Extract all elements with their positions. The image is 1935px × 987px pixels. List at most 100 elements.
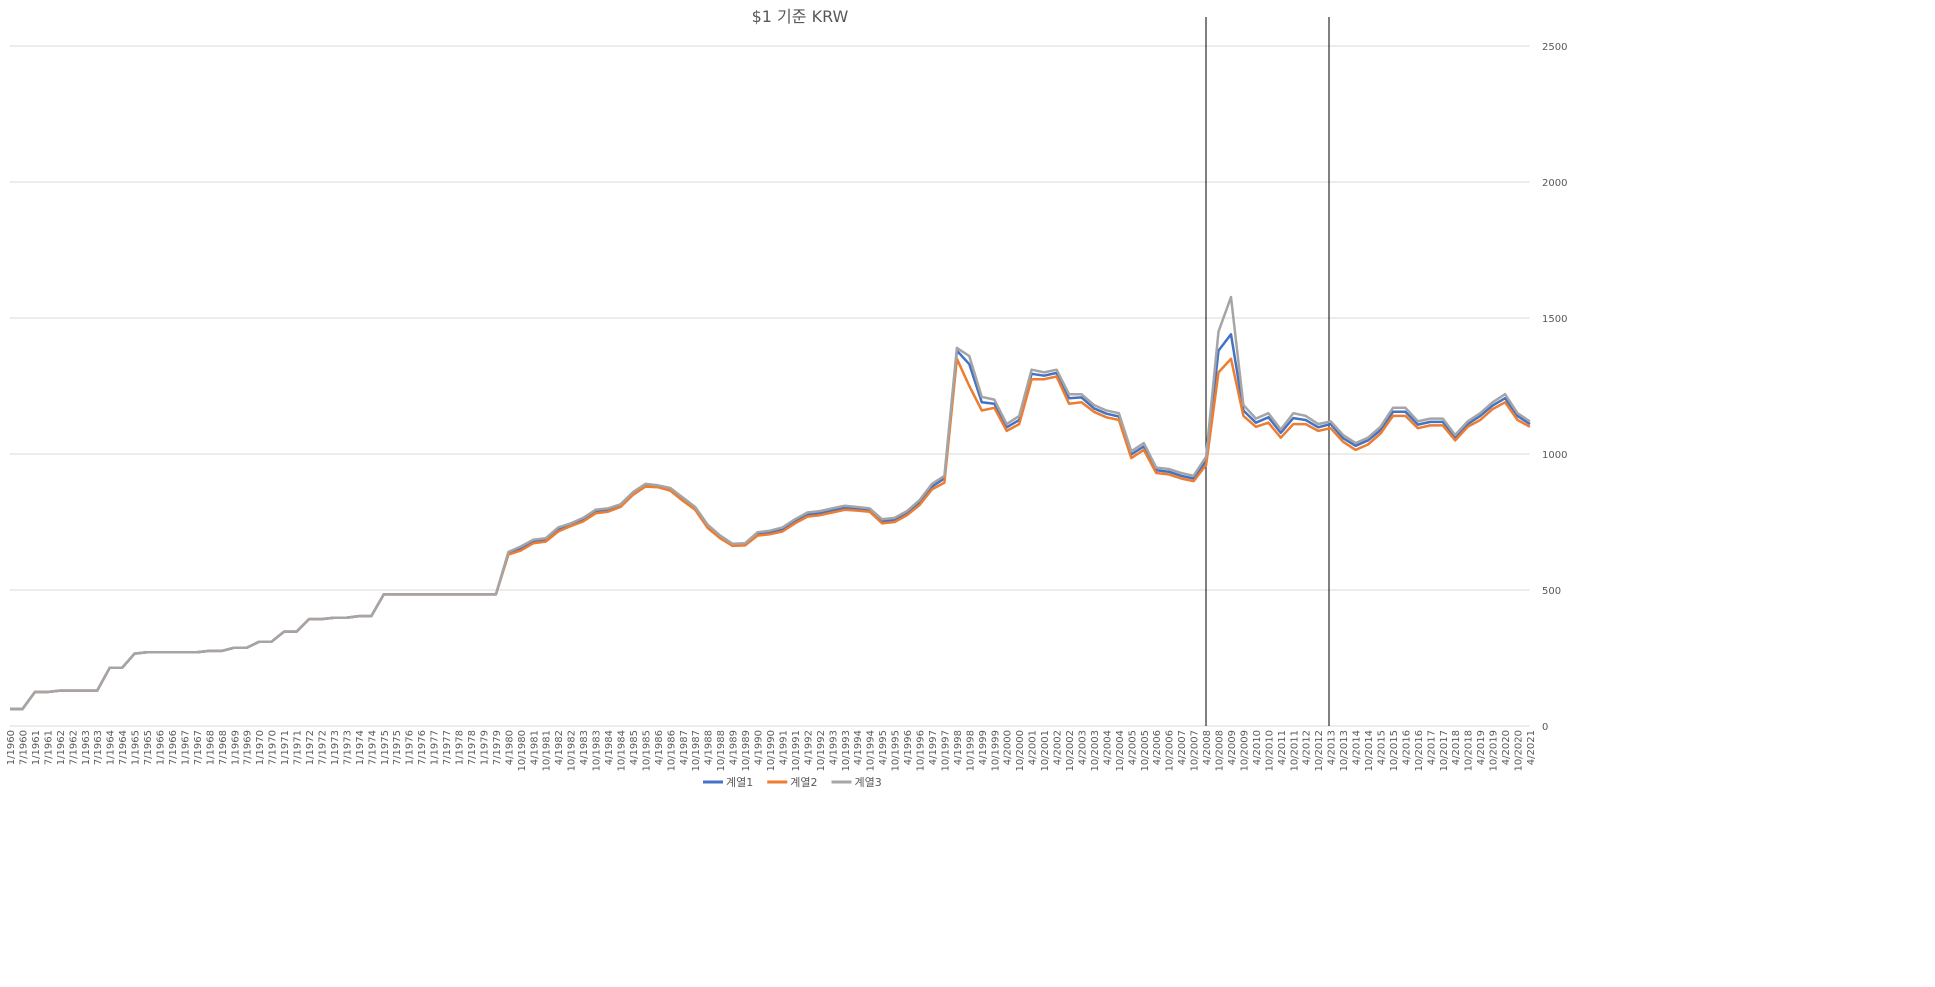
x-tick-label: 4/1989: [729, 730, 740, 765]
legend-label: 계열1: [726, 776, 753, 789]
x-tick-label: 4/2020: [1501, 730, 1512, 765]
x-tick-label: 4/1987: [679, 730, 690, 765]
x-tick-label: 1/1968: [205, 730, 216, 765]
x-tick-label: 7/1979: [492, 730, 503, 765]
x-tick-label: 4/2001: [1028, 730, 1039, 765]
x-tick-label: 10/2005: [1140, 730, 1151, 772]
x-tick-label: 10/1996: [916, 730, 927, 772]
x-tick-label: 1/1966: [156, 730, 167, 765]
x-tick-label: 4/1980: [504, 730, 515, 765]
x-tick-label: 4/2014: [1352, 730, 1363, 765]
x-tick-label: 1/1963: [81, 730, 92, 765]
x-tick-label: 10/2006: [1165, 730, 1176, 772]
x-tick-label: 4/2003: [1077, 730, 1088, 765]
series-line: [10, 357, 1531, 711]
x-tick-label: 4/1988: [704, 730, 715, 765]
x-tick-label: 1/1978: [455, 730, 466, 765]
x-tick-label: 10/2012: [1314, 730, 1325, 772]
x-tick-label: 10/1991: [791, 730, 802, 772]
x-tick-label: 10/2010: [1264, 730, 1275, 772]
x-tick-label: 4/2000: [1003, 730, 1014, 765]
x-tick-label: 10/1994: [866, 730, 877, 772]
x-tick-label: 4/1986: [654, 730, 665, 765]
x-tick-label: 4/2019: [1476, 730, 1487, 765]
x-tick-label: 10/1997: [940, 730, 951, 772]
x-tick-label: 7/1973: [342, 730, 353, 765]
x-tick-label: 1/1973: [330, 730, 341, 765]
x-tick-label: 10/1993: [841, 730, 852, 772]
x-tick-label: 1/1965: [131, 730, 142, 765]
x-tick-label: 4/1984: [604, 730, 615, 765]
x-tick-label: 7/1971: [293, 730, 304, 765]
x-tick-label: 7/1960: [18, 730, 29, 765]
x-tick-label: 1/1967: [180, 730, 191, 765]
x-tick-label: 4/2004: [1102, 730, 1113, 765]
x-tick-label: 7/1975: [392, 730, 403, 765]
x-tick-label: 7/1974: [367, 730, 378, 765]
x-tick-label: 4/1982: [554, 730, 565, 765]
x-tick-label: 10/1981: [542, 730, 553, 772]
x-tick-label: 4/1994: [853, 730, 864, 765]
x-tick-label: 7/1965: [143, 730, 154, 765]
x-tick-label: 7/1964: [118, 730, 129, 765]
x-tick-label: 1/1975: [380, 730, 391, 765]
x-tick-label: 7/1966: [168, 730, 179, 765]
x-tick-label: 4/2011: [1277, 730, 1288, 765]
x-tick-label: 10/1999: [990, 730, 1001, 772]
x-tick-label: 1/1972: [305, 730, 316, 765]
x-tick-label: 4/2010: [1252, 730, 1263, 765]
x-tick-label: 4/1990: [754, 730, 765, 765]
x-tick-label: 10/2004: [1115, 730, 1126, 772]
x-tick-label: 10/2018: [1464, 730, 1475, 772]
x-tick-label: 4/1981: [529, 730, 540, 765]
x-tick-label: 4/1991: [778, 730, 789, 765]
chart-title: $1 기준 KRW: [752, 7, 849, 26]
x-tick-label: 4/2009: [1227, 730, 1238, 765]
y-tick-label: 1500: [1542, 314, 1567, 325]
x-tick-label: 4/1996: [903, 730, 914, 765]
legend-label: 계열2: [790, 776, 817, 789]
x-tick-label: 1/1962: [56, 730, 67, 765]
x-tick-label: 4/2016: [1401, 730, 1412, 765]
x-tick-label: 7/1969: [243, 730, 254, 765]
x-tick-label: 7/1961: [43, 730, 54, 765]
y-tick-label: 1000: [1542, 450, 1567, 461]
x-tick-label: 10/1992: [816, 730, 827, 772]
y-tick-label: 2000: [1542, 178, 1567, 189]
x-tick-label: 1/1977: [430, 730, 441, 765]
x-tick-label: 10/2020: [1514, 730, 1525, 772]
series-line: [10, 333, 1531, 711]
x-tick-label: 1/1964: [106, 730, 117, 765]
x-tick-label: 7/1968: [218, 730, 229, 765]
legend-label: 계열3: [855, 776, 882, 789]
x-tick-label: 7/1967: [193, 730, 204, 765]
x-tick-label: 4/2005: [1127, 730, 1138, 765]
x-tick-label: 10/1989: [741, 730, 752, 772]
x-tick-label: 4/2013: [1327, 730, 1338, 765]
grid: [10, 45, 1530, 727]
x-tick-label: 4/1998: [953, 730, 964, 765]
x-tick-label: 1/1974: [355, 730, 366, 765]
x-tick-label: 10/2016: [1414, 730, 1425, 772]
x-tick-label: 4/1983: [579, 730, 590, 765]
x-tick-label: 1/1976: [405, 730, 416, 765]
x-tick-label: 10/2017: [1439, 730, 1450, 772]
x-tick-label: 7/1972: [317, 730, 328, 765]
x-tick-label: 7/1962: [68, 730, 79, 765]
x-tick-label: 7/1963: [93, 730, 104, 765]
x-tick-label: 4/1993: [828, 730, 839, 765]
x-tick-label: 10/1980: [517, 730, 528, 772]
x-tick-label: 4/1992: [803, 730, 814, 765]
x-tick-label: 10/1987: [691, 730, 702, 772]
x-tick-label: 10/2009: [1239, 730, 1250, 772]
x-tick-label: 4/2008: [1202, 730, 1213, 765]
x-tick-label: 4/2007: [1177, 730, 1188, 765]
x-tick-label: 1/1961: [31, 730, 42, 765]
x-tick-label: 7/1976: [417, 730, 428, 765]
x-tick-label: 4/2006: [1152, 730, 1163, 765]
series-line: [10, 295, 1531, 711]
x-tick-label: 4/2017: [1426, 730, 1437, 765]
x-tick-label: 10/2002: [1065, 730, 1076, 772]
x-tick-label: 10/2008: [1215, 730, 1226, 772]
y-tick-label: 500: [1542, 586, 1561, 597]
